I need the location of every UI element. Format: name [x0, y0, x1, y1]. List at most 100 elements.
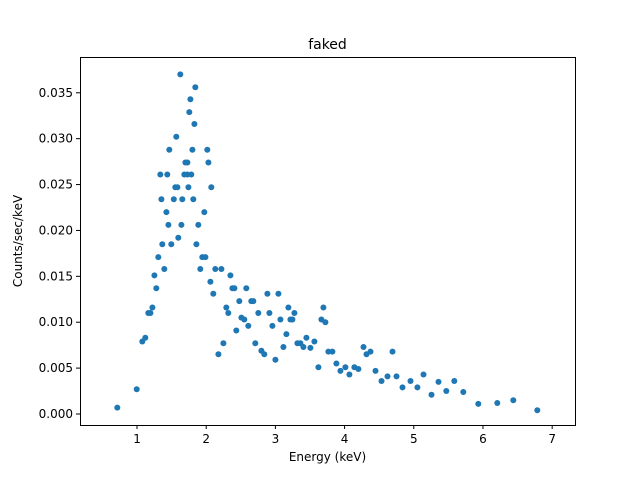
data-point: [236, 298, 243, 305]
data-point: [266, 310, 273, 316]
data-point: [289, 316, 296, 323]
data-point: [399, 384, 406, 391]
data-point: [175, 234, 182, 241]
data-point: [142, 334, 149, 341]
x-axis-label: Energy (keV): [289, 450, 366, 464]
y-tick-label: 0.005: [39, 361, 73, 375]
data-point: [333, 360, 340, 367]
data-point: [166, 146, 173, 153]
data-points: [114, 71, 541, 414]
data-point: [179, 196, 186, 203]
data-point: [311, 338, 318, 345]
chart-title: faked: [308, 37, 347, 53]
data-point: [190, 196, 197, 203]
data-point: [346, 371, 353, 378]
x-tick-label: 1: [133, 432, 141, 446]
data-point: [186, 109, 193, 116]
data-point: [187, 96, 194, 103]
data-point: [193, 241, 200, 248]
data-point: [451, 378, 458, 384]
data-point: [420, 371, 427, 378]
data-point: [414, 384, 421, 391]
data-point: [223, 304, 230, 311]
data-point: [315, 364, 322, 371]
y-tick-label: 0.030: [39, 132, 73, 146]
data-point: [384, 373, 391, 380]
data-point: [280, 344, 287, 350]
data-point: [225, 310, 232, 316]
data-point: [165, 221, 172, 228]
data-point: [342, 364, 349, 371]
data-point: [159, 241, 166, 248]
data-point: [220, 340, 227, 347]
data-point: [389, 348, 396, 355]
data-point: [241, 316, 248, 323]
y-tick-label: 0.000: [39, 407, 73, 421]
data-point: [510, 397, 517, 404]
data-point: [178, 221, 185, 228]
data-point: [195, 221, 202, 228]
data-point: [215, 351, 222, 358]
data-point: [320, 304, 327, 311]
data-point: [283, 331, 290, 338]
data-point: [261, 351, 268, 358]
data-point: [212, 266, 219, 272]
data-point: [174, 184, 181, 191]
data-point: [243, 285, 250, 292]
data-point: [360, 344, 367, 350]
data-point: [252, 340, 259, 347]
y-axis-label: Counts/sec/keV: [11, 194, 25, 287]
data-point: [475, 400, 482, 407]
data-point: [250, 298, 257, 305]
data-point: [277, 316, 284, 323]
data-point: [164, 171, 171, 178]
data-point: [153, 285, 160, 292]
data-point: [255, 310, 262, 316]
data-point: [208, 184, 215, 191]
data-point: [155, 254, 162, 261]
y-tick-label: 0.035: [39, 86, 73, 100]
data-point: [494, 400, 501, 406]
data-point: [329, 348, 336, 355]
data-point: [275, 290, 282, 297]
y-tick-label: 0.025: [39, 178, 73, 192]
data-point: [202, 254, 209, 261]
x-tick-label: 4: [341, 432, 349, 446]
data-point: [218, 266, 225, 272]
data-point: [205, 159, 212, 166]
data-point: [245, 322, 252, 329]
data-point: [149, 304, 156, 311]
data-point: [443, 388, 450, 394]
data-point: [460, 389, 467, 395]
data-point: [157, 171, 164, 178]
data-point: [151, 272, 158, 279]
data-point: [184, 159, 191, 166]
y-tick-label: 0.020: [39, 223, 73, 237]
data-point: [428, 391, 435, 398]
data-point: [272, 356, 279, 363]
data-point: [185, 184, 192, 191]
x-tick-label: 5: [410, 432, 418, 446]
x-tick-label: 6: [479, 432, 487, 446]
data-point: [173, 133, 180, 140]
y-axis-ticks: 0.000 0.005 0.010 0.015 0.020 0.025 0.030 0.035: [39, 86, 80, 421]
data-point: [355, 366, 362, 372]
data-point: [378, 378, 385, 384]
x-axis-ticks: 1 2 3 4 5 6 7: [133, 425, 556, 446]
data-point: [264, 290, 271, 297]
axes-frame: [80, 57, 576, 426]
data-point: [114, 404, 121, 411]
data-point: [231, 285, 238, 292]
data-point: [197, 266, 204, 272]
data-point: [534, 407, 541, 414]
data-point: [207, 278, 214, 285]
x-tick-label: 3: [272, 432, 280, 446]
data-point: [307, 344, 314, 351]
data-point: [233, 327, 240, 334]
data-point: [322, 319, 329, 326]
data-point: [227, 272, 234, 279]
data-point: [372, 367, 379, 374]
data-point: [163, 209, 170, 216]
y-tick-label: 0.010: [39, 315, 73, 329]
